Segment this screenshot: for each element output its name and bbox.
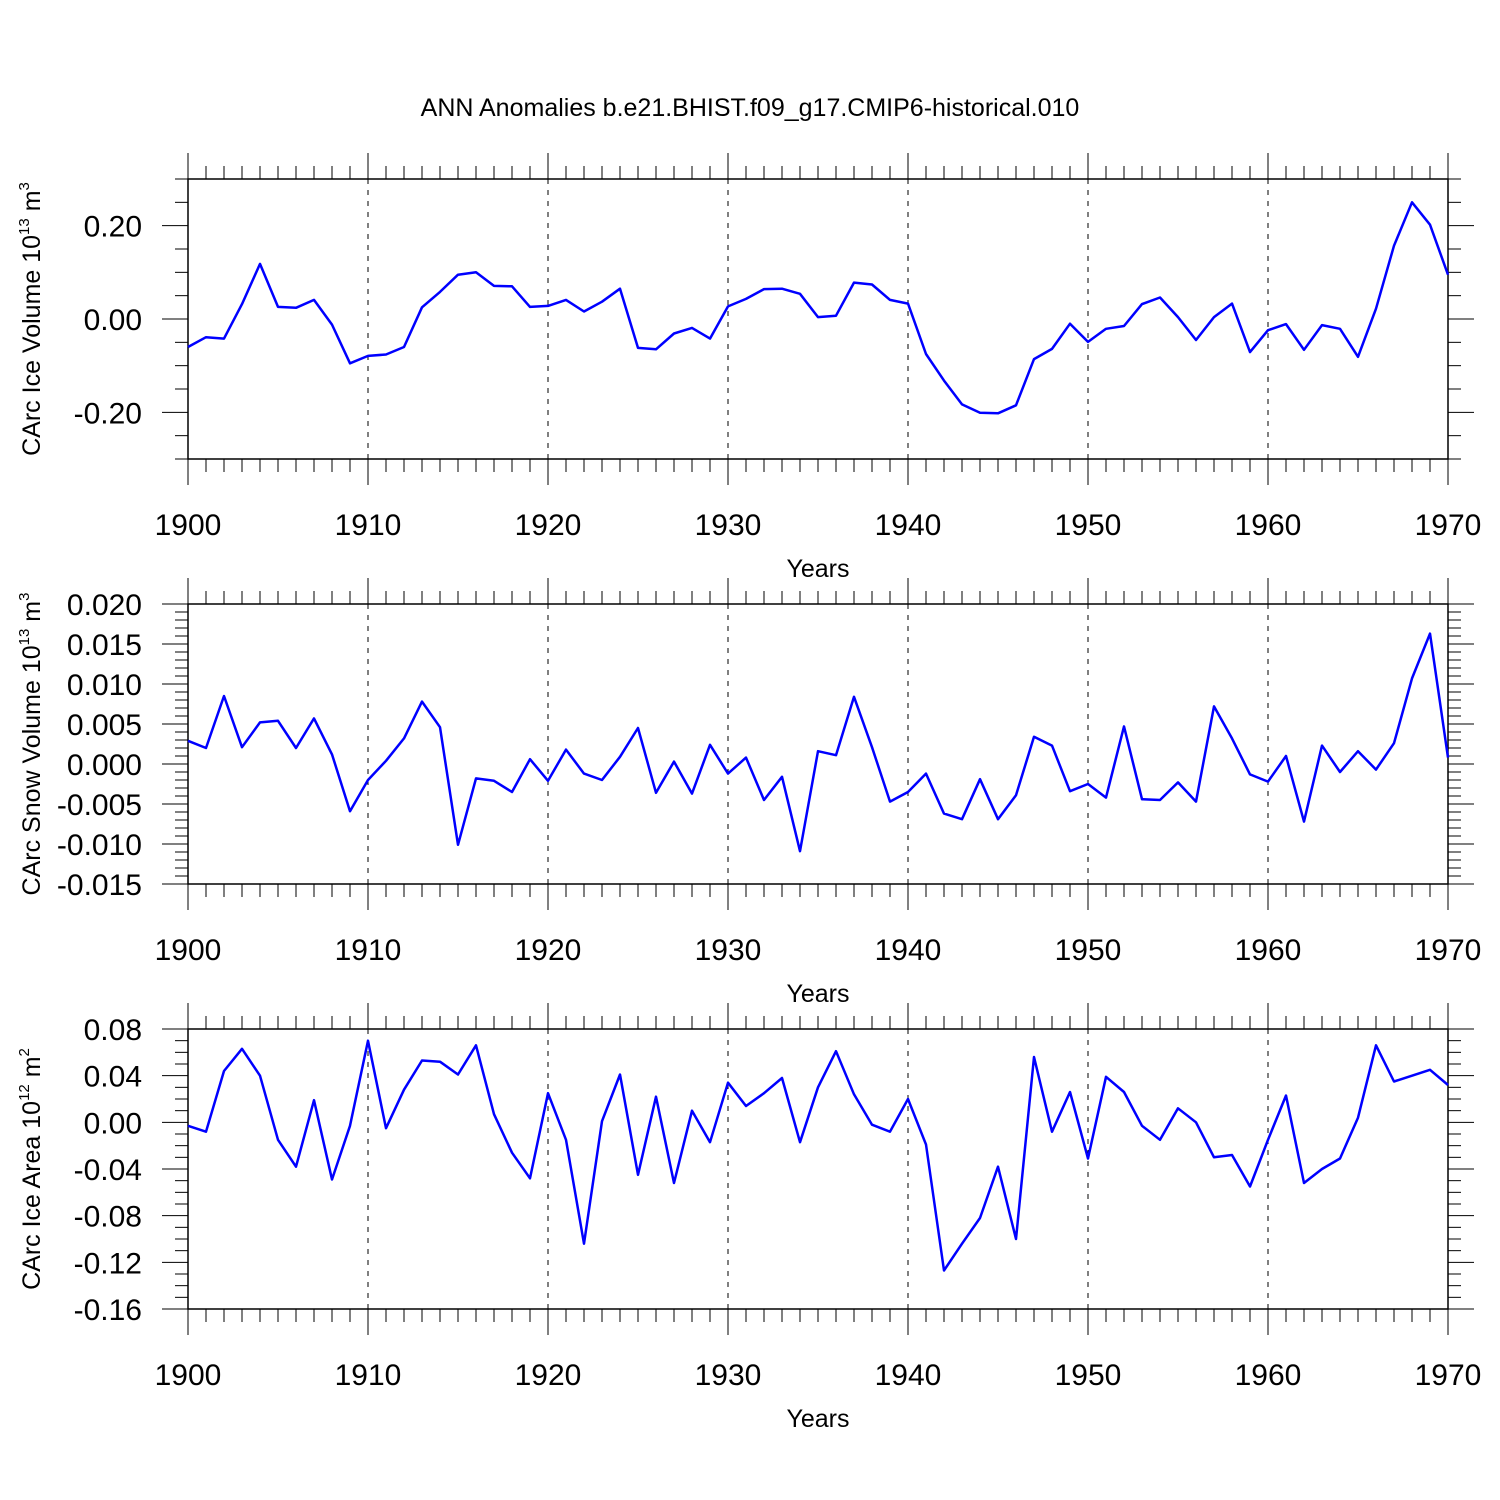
x-tick-label: 1970 <box>1415 509 1482 542</box>
x-tick-label: 1900 <box>155 1359 222 1392</box>
y-axis-title: CArc Snow Volume 1013 m3 <box>16 593 46 896</box>
y-tick-label: -0.16 <box>74 1294 142 1327</box>
y-axis-title-part: m <box>18 1056 46 1084</box>
y-tick-label: -0.010 <box>57 829 142 862</box>
y-axis-title-part: m <box>18 601 46 629</box>
x-tick-label: 1950 <box>1055 509 1122 542</box>
y-tick-label: 0.00 <box>84 1107 142 1140</box>
y-tick-label: -0.015 <box>57 869 142 902</box>
chart-panel-1: 1900 1910 1920 1930 1940 1950 1960 1970 -0.20 0.0… <box>16 153 1481 583</box>
plot-frame <box>187 603 1449 885</box>
x-tick-label: 1960 <box>1235 934 1302 967</box>
x-axis-title: Years <box>786 1405 849 1433</box>
y-tick-label: 0.04 <box>84 1061 142 1094</box>
y-tick-label: 0.000 <box>67 749 142 782</box>
y-axis-title-superscript: 3 <box>16 182 33 190</box>
series-line <box>187 632 1450 853</box>
x-tick-label: 1910 <box>335 509 402 542</box>
x-tick-label: 1900 <box>155 934 222 967</box>
y-tick-label: -0.005 <box>57 789 142 822</box>
y-tick-label: 0.010 <box>67 669 142 702</box>
plot-frame <box>187 178 1449 460</box>
y-axis-title-part: CArc Ice Area 10 <box>18 1101 46 1290</box>
series-line <box>187 1039 1449 1272</box>
y-axis-title: CArc Ice Volume 1013 m3 <box>16 182 46 456</box>
x-tick-label: 1930 <box>695 934 762 967</box>
y-axis-title-superscript: 13 <box>16 629 33 646</box>
x-tick-label: 1930 <box>695 1359 762 1392</box>
x-tick-label: 1940 <box>875 934 942 967</box>
x-tick-label: 1960 <box>1235 509 1302 542</box>
x-tick-label: 1970 <box>1415 934 1482 967</box>
y-tick-label: 0.00 <box>84 304 142 337</box>
x-tick-label: 1930 <box>695 509 762 542</box>
x-tick-label: 1910 <box>335 1359 402 1392</box>
y-tick-label: 0.20 <box>84 211 142 244</box>
y-tick-label: 0.020 <box>67 589 142 622</box>
x-axis-title: Years <box>786 980 849 1008</box>
x-tick-label: 1900 <box>155 509 222 542</box>
x-axis-title: Years <box>786 555 849 583</box>
x-tick-label: 1950 <box>1055 934 1122 967</box>
y-tick-label: -0.20 <box>74 397 142 430</box>
x-tick-label: 1920 <box>515 1359 582 1392</box>
x-tick-label: 1950 <box>1055 1359 1122 1392</box>
y-axis-title: CArc Ice Area 1012 m2 <box>16 1048 46 1290</box>
plot-frame <box>187 1028 1449 1310</box>
y-axis-title-superscript: 13 <box>16 218 33 235</box>
y-axis-title-superscript: 2 <box>16 1048 33 1056</box>
x-tick-label: 1940 <box>875 509 942 542</box>
y-tick-label: -0.04 <box>74 1154 142 1187</box>
chart-panel-2: 1900 1910 1920 1930 1940 1950 1960 1970 -0.015 -0… <box>16 578 1481 1008</box>
x-tick-label: 1960 <box>1235 1359 1302 1392</box>
chart-panel-3: 1900 1910 1920 1930 1940 1950 1960 1970 -0.16 -0.… <box>16 1003 1481 1433</box>
y-axis-title-superscript: 12 <box>16 1084 33 1101</box>
y-axis-title-part: CArc Ice Volume 10 <box>18 235 46 456</box>
x-tick-label: 1970 <box>1415 1359 1482 1392</box>
y-axis-title-part: CArc Snow Volume 10 <box>18 645 46 895</box>
x-tick-label: 1920 <box>515 509 582 542</box>
y-tick-label: -0.12 <box>74 1247 142 1280</box>
x-tick-label: 1940 <box>875 1359 942 1392</box>
y-tick-label: -0.08 <box>74 1201 142 1234</box>
x-tick-label: 1920 <box>515 934 582 967</box>
y-tick-label: 0.005 <box>67 709 142 742</box>
y-axis-title-part: m <box>18 190 46 218</box>
y-tick-label: 0.015 <box>67 629 142 662</box>
y-axis-title-superscript: 3 <box>16 593 33 601</box>
chart-title: ANN Anomalies b.e21.BHIST.f09_g17.CMIP6-… <box>421 94 1080 122</box>
x-tick-label: 1910 <box>335 934 402 967</box>
series-line <box>187 201 1450 415</box>
y-tick-label: 0.08 <box>84 1014 142 1047</box>
